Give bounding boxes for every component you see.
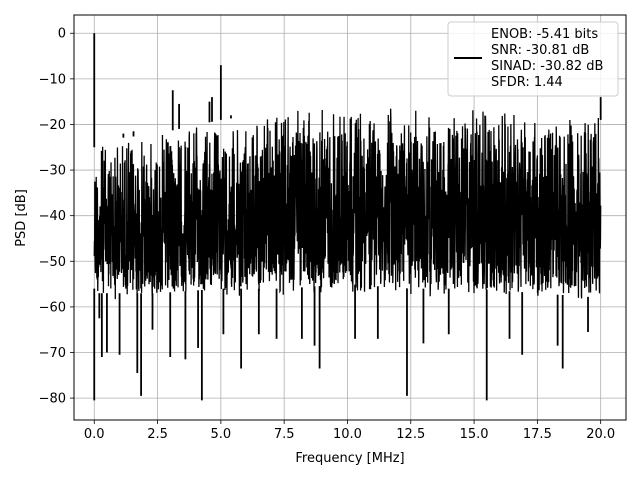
x-tick-label: 20.0 — [586, 427, 615, 442]
x-tick-label: 17.5 — [523, 427, 552, 442]
y-tick-label: −80 — [39, 392, 66, 407]
x-tick-label: 0.0 — [84, 427, 105, 442]
psd-series — [93, 33, 602, 401]
y-tick-label: −60 — [39, 300, 66, 315]
y-tick-label: −20 — [39, 118, 66, 133]
x-tick-label: 5.0 — [211, 427, 232, 442]
y-tick-label: −50 — [39, 255, 66, 270]
x-tick-label: 10.0 — [333, 427, 362, 442]
x-tick-label: 12.5 — [396, 427, 425, 442]
y-tick-label: −40 — [39, 209, 66, 224]
x-tick-label: 15.0 — [460, 427, 489, 442]
legend: ENOB: -5.41 bits SNR: -30.81 dB SINAD: -… — [447, 21, 619, 97]
y-tick-label: −30 — [39, 164, 66, 179]
y-axis-label: PSD [dB] — [14, 189, 29, 247]
y-tick-label: −70 — [39, 346, 66, 361]
legend-line-sinad: SINAD: -30.82 dB — [491, 59, 603, 74]
x-tick-label: 7.5 — [274, 427, 295, 442]
plot-area — [93, 33, 602, 401]
plot-frame — [73, 14, 627, 421]
y-tick-label: 0 — [58, 27, 66, 42]
x-axis-label: Frequency [MHz] — [295, 451, 404, 466]
legend-line-sfdr: SFDR: 1.44 — [491, 75, 563, 90]
y-axis-ticks: 0 −10 −20 −30 −40 −50 −60 −70 −80 — [39, 27, 74, 407]
legend-line-enob: ENOB: -5.41 bits — [491, 27, 598, 42]
psd-trace — [93, 108, 602, 300]
x-tick-label: 2.5 — [147, 427, 168, 442]
y-tick-label: −10 — [39, 72, 66, 87]
legend-box — [447, 21, 619, 97]
x-axis-ticks: 0.0 2.5 5.0 7.5 10.0 12.5 15.0 17.5 20.0 — [84, 420, 615, 442]
legend-line-snr: SNR: -30.81 dB — [491, 43, 589, 58]
